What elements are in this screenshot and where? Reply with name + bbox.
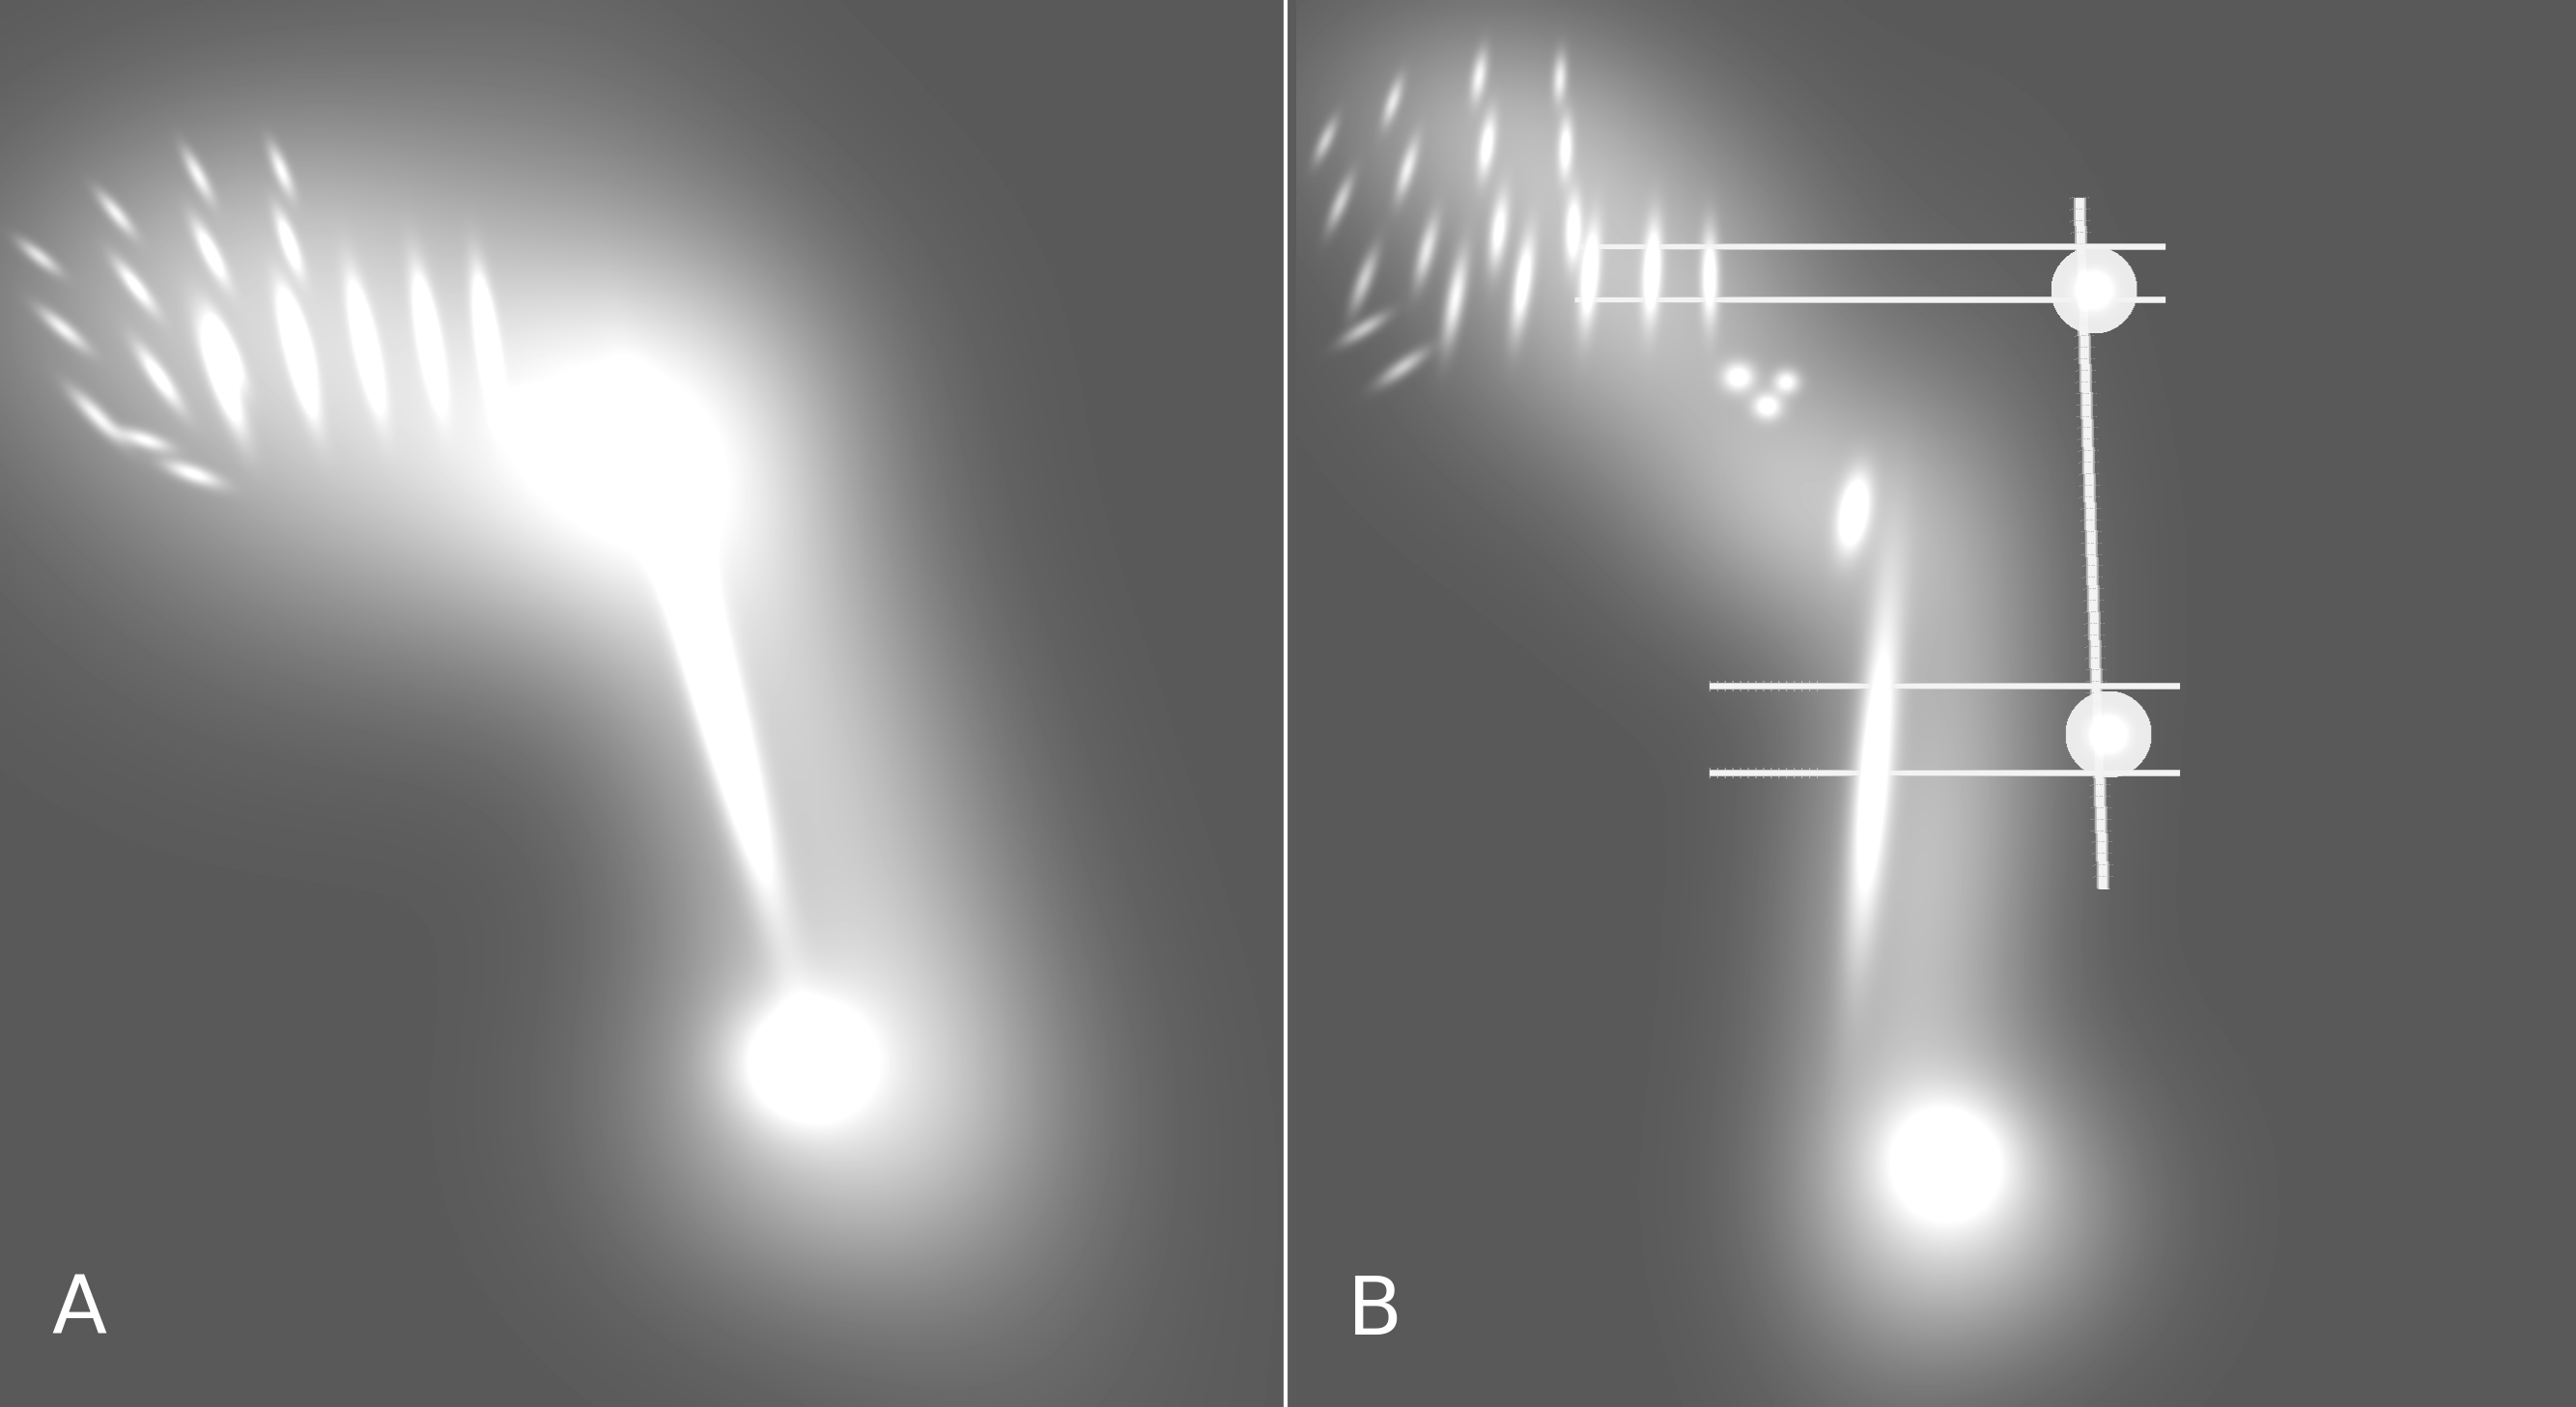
Text: A: A <box>52 1272 106 1351</box>
Text: B: B <box>1347 1272 1401 1351</box>
